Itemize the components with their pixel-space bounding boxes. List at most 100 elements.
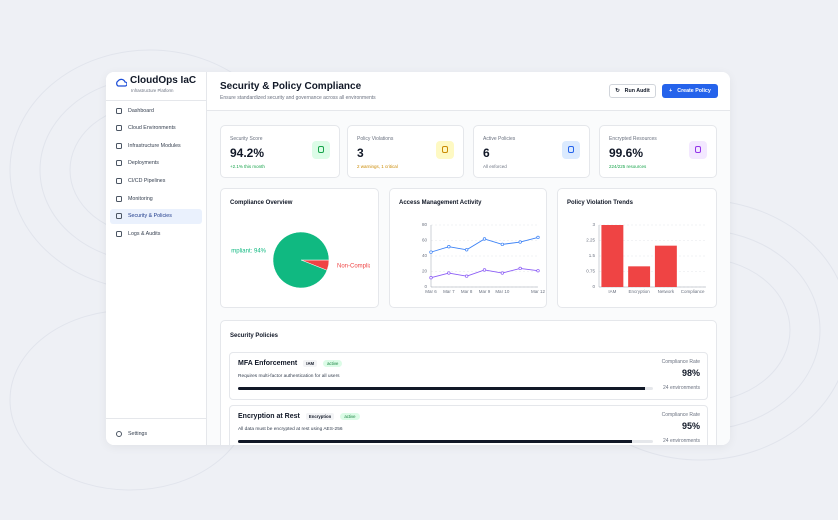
page-subtitle: Ensure standardized security and governa… [220, 95, 376, 101]
nav-item[interactable]: Infrastructure Modules [110, 138, 202, 153]
icon [116, 195, 122, 202]
sidebar: CloudOps IaC Infrastructure Platform Set… [106, 72, 207, 445]
chart-title: Compliance Overview [230, 200, 293, 206]
policy-name: MFA Enforcement [238, 360, 298, 367]
button-label: Run Audit [624, 88, 650, 94]
icon-glyph [442, 146, 448, 153]
y-tick-label: 0 [424, 284, 427, 289]
policy-header: MFA Enforcement IAM active [238, 360, 343, 367]
brand-icon [116, 78, 127, 87]
line-point [536, 269, 540, 273]
chart-title: Policy Violation Trends [567, 200, 633, 206]
line-point [465, 248, 469, 252]
stat-card: Security Score 94.2% +2.1% this month [220, 125, 340, 178]
stat-value: 6 [483, 146, 490, 160]
x-tick-label: Compliance [681, 289, 705, 294]
x-tick-label: Mar 7 [443, 289, 455, 294]
stat-note: All enforced [483, 164, 507, 169]
nav-item[interactable]: Dashboard [110, 103, 202, 118]
stat-card: Policy Violations 3 2 warnings, 1 critical [347, 125, 464, 178]
nav-item[interactable]: CI/CD Pipelines [110, 173, 202, 188]
line-point [447, 271, 451, 275]
app-window: CloudOps IaC Infrastructure Platform Set… [106, 72, 730, 445]
policy-description: Requires multi-factor authentication for… [238, 374, 340, 379]
y-tick-label: 2.25 [586, 238, 595, 243]
y-tick-label: 40 [422, 253, 428, 258]
pie-label: Compliant: 94% [231, 249, 267, 255]
stat-card: Active Policies 6 All enforced [473, 125, 590, 178]
nav-item[interactable]: Monitoring [110, 191, 202, 206]
chart: 0 0.75 1.5 2.25 3 IAM Encryption Network Complia… [586, 222, 706, 294]
nav-label: Infrastructure Modules [128, 142, 181, 149]
policy-status: active [323, 360, 343, 367]
icon-glyph [318, 146, 324, 153]
line-point [500, 271, 504, 275]
pie-label: Non-Compliant: 6% [337, 264, 370, 270]
policies-card: Security Policies MFA Enforcement IAM acti… [220, 320, 717, 445]
nav-item[interactable]: Settings [110, 426, 202, 441]
nav-item[interactable]: Security & Policies [110, 208, 202, 224]
x-tick-label: Mar 8 [461, 289, 473, 294]
policy-card[interactable]: Encryption at Rest Encryption active All da… [229, 405, 708, 445]
create-policy-button[interactable]: + Create Policy [662, 84, 718, 98]
y-tick-label: 3 [592, 222, 595, 227]
icon [116, 107, 122, 114]
line-point [447, 245, 451, 249]
y-tick-label: 80 [422, 222, 428, 227]
pie-slice [272, 231, 330, 289]
nav-label: CI/CD Pipelines [128, 177, 166, 184]
icon [116, 213, 122, 220]
nav-item[interactable]: Logs & Audits [110, 226, 202, 241]
icon-glyph [568, 146, 574, 153]
nav-item[interactable]: Deployments [110, 156, 202, 171]
nav-label: Security & Policies [128, 213, 172, 220]
x-tick-label: IAM [608, 289, 616, 294]
rate-title: Compliance Rate [661, 359, 700, 365]
icon [116, 125, 122, 132]
divider [207, 110, 730, 111]
policy-header: Encryption at Rest Encryption active [238, 413, 360, 420]
policy-tag: Encryption [305, 413, 335, 420]
y-tick-label: 60 [422, 238, 428, 243]
run-audit-button[interactable]: ↻ Run Audit [609, 84, 656, 98]
line-point [518, 266, 522, 271]
brand-subtitle: Infrastructure Platform [131, 88, 174, 93]
brand: CloudOps IaC [130, 75, 197, 86]
y-tick-label: 20 [422, 269, 428, 274]
rate-value: 98% [681, 368, 700, 378]
divider [106, 418, 207, 419]
nav-label: Cloud Environments [128, 125, 176, 132]
policy-card[interactable]: MFA Enforcement IAM active Requires multi-f… [229, 352, 708, 400]
divider [106, 100, 207, 101]
stat-note: 2 warnings, 1 critical [357, 164, 398, 169]
stat-icon [562, 141, 580, 159]
stat-label: Active Policies [483, 136, 516, 142]
nav-label: Dashboard [128, 107, 154, 114]
stat-icon [689, 141, 707, 159]
button-label: Create Policy [677, 88, 711, 94]
stat-card: Encrypted Resources 99.6% 224/225 resource… [599, 125, 717, 178]
stat-value: 3 [357, 146, 364, 160]
x-tick-label: Mar 10 [495, 289, 510, 294]
icon-glyph [695, 146, 701, 153]
policy-name: Encryption at Rest [238, 413, 300, 420]
line-point [429, 250, 433, 254]
rate-value: 95% [681, 421, 700, 431]
icon [116, 142, 122, 149]
x-tick-label: Mar 6 [425, 289, 437, 294]
line-point [482, 237, 487, 241]
nav-label: Settings [128, 430, 148, 437]
chart: 0 20 40 60 80 Mar 6 Mar 7 Mar 8 Mar 9 Mar 10 Mar 1… [422, 222, 546, 294]
chart-card: Compliance Overview Compliant: 94% Non-Com… [220, 188, 379, 308]
stat-value: 99.6% [609, 146, 644, 160]
stat-icon [436, 141, 454, 159]
nav-item[interactable]: Cloud Environments [110, 121, 202, 136]
line-point [500, 242, 504, 247]
line-point [465, 274, 469, 278]
nav-label: Deployments [128, 160, 159, 167]
icon [116, 430, 122, 437]
stat-icon [312, 141, 330, 159]
stat-label: Security Score [230, 136, 263, 142]
stat-note: 224/225 resources [609, 164, 647, 169]
